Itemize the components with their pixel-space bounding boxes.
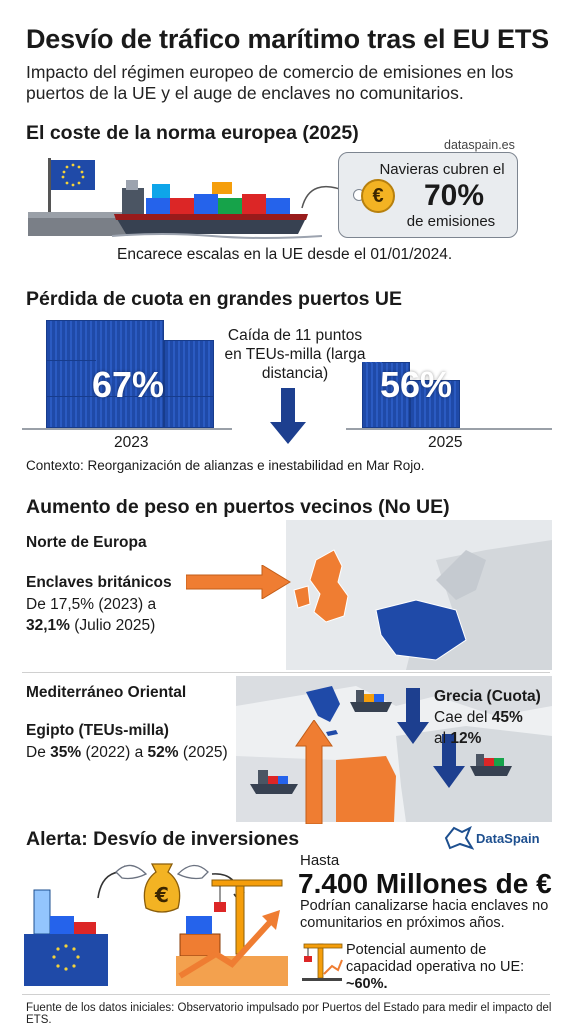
year-2025-label: 2025 xyxy=(428,434,463,451)
capacity-text: Potencial aumento de capacidad operativa… xyxy=(346,942,552,993)
down-arrow-greece-2-icon xyxy=(433,734,465,788)
north-europe-title: Norte de Europa xyxy=(26,534,147,551)
capacity-value: ~60%. xyxy=(346,976,388,992)
egypt-label: Egipto (TEUs-milla) xyxy=(26,722,169,739)
greece-to-value: 12% xyxy=(450,730,482,747)
year-2023-label: 2023 xyxy=(114,434,149,451)
egypt-from-value: 35% xyxy=(50,744,82,761)
section-cost-title: El coste de la norma europea (2025) xyxy=(26,122,359,144)
investment-amount: 7.400 Millones de € xyxy=(298,868,552,899)
page-title: Desvío de tráfico marítimo tras el EU ET… xyxy=(26,24,549,54)
container-ship-icon xyxy=(112,180,322,239)
egypt-suffix: (2025) xyxy=(178,744,228,761)
source-site-label: dataspain.es xyxy=(444,138,515,152)
dataspain-brand: DataSpain xyxy=(476,831,540,846)
tag-percentage: 70% xyxy=(423,179,485,212)
containers-2025-stack-right xyxy=(410,380,460,428)
emissions-price-tag: € Navieras cubren el 70% de emisiones xyxy=(338,152,518,238)
east-med-map xyxy=(236,676,552,822)
egypt-to-value: 52% xyxy=(147,744,179,761)
up-arrow-icon xyxy=(295,720,333,824)
greece-to-line: al 12% xyxy=(434,730,481,748)
dataspain-logo-icon xyxy=(444,826,474,850)
greece-from-prefix: Cae del xyxy=(434,709,492,726)
greece-from-line: Cae del 45% xyxy=(434,709,523,727)
page-subtitle: Impacto del régimen europeo de comercio … xyxy=(26,62,514,103)
greece-from-value: 45% xyxy=(491,709,523,726)
british-enclaves-to-line: 32,1% (Julio 2025) xyxy=(26,617,155,635)
british-enclaves-label: Enclaves británicos xyxy=(26,574,172,591)
ship-egypt-icon xyxy=(250,770,298,794)
context-note: Contexto: Reorganización de alianzas e i… xyxy=(26,458,425,473)
greece-label: Grecia (Cuota) xyxy=(434,688,541,705)
section-share-title: Pérdida de cuota en grandes puertos UE xyxy=(26,288,403,310)
british-enclaves-from: De 17,5% (2023) a xyxy=(26,596,157,613)
share-2023-value: 67% xyxy=(92,364,165,405)
containers-2025-stack-left xyxy=(362,362,410,428)
flying-money-bag-icon: € xyxy=(115,863,209,913)
svg-text:€: € xyxy=(154,883,169,907)
north-europe-map xyxy=(286,520,552,670)
drop-description: Caída de 11 puntos en TEUs-milla (larga … xyxy=(224,327,366,382)
section3-divider xyxy=(22,672,550,673)
footer-source: Fuente de los datos iniciales: Observato… xyxy=(26,1002,552,1024)
containers-2023-stack-left xyxy=(46,320,164,428)
down-arrow-icon xyxy=(270,388,306,444)
section-investment-title: Alerta: Desvío de inversiones xyxy=(26,828,300,850)
egypt-mid: (2022) a xyxy=(81,744,148,761)
down-arrow-greece-1-icon xyxy=(397,688,429,744)
egypt-values-line: De 35% (2022) a 52% (2025) xyxy=(26,744,228,762)
british-enclaves-to-value: 32,1% xyxy=(26,617,70,634)
egypt-prefix: De xyxy=(26,744,51,761)
ets-caption: Encarece escalas en la UE desde el 01/01… xyxy=(117,246,453,263)
share-2025-value: 56% xyxy=(380,364,453,405)
footer-divider xyxy=(22,994,550,995)
euro-coin-icon: € xyxy=(361,179,395,213)
hasta-label: Hasta xyxy=(300,852,340,869)
ship-greece-icon xyxy=(350,690,392,712)
investment-description: Podrían canalizarse hacia enclaves no co… xyxy=(300,898,549,931)
tag-line-1: Navieras cubren el xyxy=(379,161,505,178)
crane-growth-icon xyxy=(176,879,288,986)
ship-east-icon xyxy=(470,754,512,776)
containers-2023-stack-right xyxy=(164,340,214,428)
british-enclaves-to-suffix: (Julio 2025) xyxy=(74,617,156,634)
section-neighbors-title: Aumento de peso en puertos vecinos (No U… xyxy=(26,496,450,518)
crane-icon xyxy=(302,943,343,981)
capacity-prefix: Potencial aumento de capacidad operativa… xyxy=(346,942,525,975)
right-arrow-icon xyxy=(186,565,291,599)
eu-port-building-icon xyxy=(24,889,108,986)
east-med-title: Mediterráneo Oriental xyxy=(26,684,187,701)
tag-line-2: de emisiones xyxy=(406,213,496,230)
eu-flag-icon xyxy=(28,158,128,236)
greece-to-prefix: al xyxy=(434,730,451,747)
